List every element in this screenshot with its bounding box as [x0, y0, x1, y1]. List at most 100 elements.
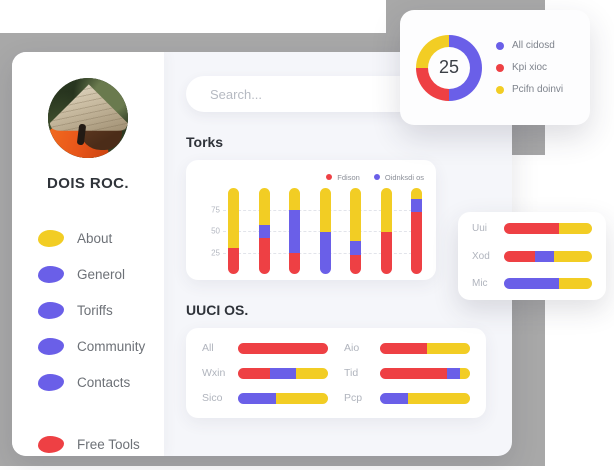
sidebar-item-free-tools[interactable]: Free Tools	[38, 426, 164, 456]
pill-segment-red	[504, 223, 560, 234]
bar-chart-plot: 25 50 75	[198, 188, 424, 274]
sidebar-item-label: Generol	[77, 266, 126, 282]
pill-bar	[504, 223, 592, 234]
legend-item-all-cidosd: All cidosd	[496, 40, 563, 51]
legend-label: Pcifn doinvi	[512, 84, 564, 95]
bar-segment-red	[289, 252, 300, 274]
legend-dot-icon	[496, 41, 504, 50]
legend-label: Fdison	[337, 172, 360, 182]
bar[interactable]	[319, 188, 331, 274]
sidebar-item-label: Toriffs	[77, 302, 113, 318]
sidebar-item-label: Free Tools	[77, 436, 140, 452]
pill-segment-yellow	[559, 278, 592, 289]
sidebar-item-about[interactable]: About	[38, 220, 164, 256]
sidebar-item-toriffs[interactable]: Toriffs	[38, 292, 164, 328]
bar[interactable]	[411, 188, 422, 274]
sidebar-item-community[interactable]: Community	[38, 328, 164, 364]
pill-bar	[504, 250, 592, 262]
donut-chart: 25	[416, 34, 482, 101]
blob-icon	[38, 337, 64, 355]
pill-bar	[238, 367, 328, 379]
sidebar-item-label: Contacts	[77, 374, 131, 390]
y-axis-tick-label: 50	[211, 226, 220, 236]
bar-segment-yellow	[350, 188, 361, 242]
pill-row[interactable]: Mic	[472, 278, 592, 289]
pill-segment-purple	[504, 278, 560, 289]
sidebar: DOIS ROC. About Generol Toriffs Communit…	[12, 52, 164, 456]
bar-segment-yellow	[380, 188, 392, 232]
pill-row[interactable]: Uui	[472, 223, 592, 234]
pill-row[interactable]: Wxin	[202, 367, 328, 379]
bar[interactable]	[380, 188, 392, 274]
torks-bar-chart-card: Fdison Oidnksdi os 25 50 75	[186, 160, 436, 280]
legend-dot-icon	[326, 174, 333, 180]
pill-segment-yellow	[407, 392, 470, 404]
pill-segment-red	[238, 342, 328, 354]
avatar	[48, 78, 128, 158]
bar-segment-red	[411, 212, 422, 274]
blob-icon	[38, 265, 64, 283]
bar-segment-red	[350, 255, 361, 274]
legend-item-pcifn-doinvi: Pcifn doinvi	[496, 84, 563, 95]
pill-row-label: All	[202, 342, 214, 354]
blob-icon	[38, 301, 64, 319]
legend-dot-icon	[496, 85, 504, 94]
bar-segment-yellow	[411, 188, 422, 200]
pill-segment-yellow	[295, 367, 328, 379]
pill-row-label: Uui	[472, 223, 488, 234]
app-window: DOIS ROC. About Generol Toriffs Communit…	[12, 52, 512, 456]
donut-legend: All cidosd Kpi xioc Pcifn doinvi	[496, 40, 563, 95]
donut-center-value: 25	[438, 57, 460, 77]
pill-row[interactable]: Pcp	[344, 392, 470, 404]
pill-row-label: Xod	[472, 250, 490, 262]
bar-segment-red	[258, 237, 270, 274]
pill-segment-yellow	[460, 367, 470, 379]
legend-item-oidnksdi-os: Oidnksdi os	[373, 172, 424, 182]
pill-bar	[380, 342, 470, 354]
blob-icon	[38, 435, 64, 453]
pill-row[interactable]: Xod	[472, 250, 592, 262]
sidebar-item-label: About	[77, 230, 113, 246]
bar-segment-red	[228, 248, 239, 274]
legend-item-fdison: Fdison	[326, 173, 360, 182]
backdrop-white-bottom	[0, 466, 614, 470]
pill-row[interactable]: Sico	[202, 392, 328, 404]
blob-icon	[38, 229, 64, 247]
donut-hole: 25	[428, 46, 470, 89]
bar-segment-purple	[350, 241, 361, 256]
pill-row-label: Pcp	[344, 392, 363, 404]
bar[interactable]	[228, 188, 239, 274]
pill-bar	[238, 342, 328, 354]
bar[interactable]	[289, 188, 300, 274]
legend-label: Oidnksdi os	[384, 172, 424, 182]
bar[interactable]	[350, 188, 361, 274]
legend-dot-icon	[373, 174, 380, 180]
pill-segment-yellow	[554, 250, 592, 262]
pill-row-label: Tid	[344, 367, 359, 379]
pill-bar	[504, 278, 592, 289]
sidebar-item-label: Community	[77, 338, 146, 354]
bar-group	[228, 188, 422, 274]
section-title-torks: Torks	[186, 134, 224, 150]
bar[interactable]	[258, 188, 270, 274]
pill-segment-red	[238, 367, 271, 379]
pill-segment-yellow	[275, 392, 328, 404]
blob-icon	[38, 373, 64, 391]
pill-row[interactable]: Tid	[344, 367, 470, 379]
profile-name: DOIS ROC.	[47, 175, 129, 192]
legend-item-kpi-xioc: Kpi xioc	[496, 62, 563, 73]
sidebar-item-contacts[interactable]: Contacts	[38, 364, 164, 400]
pill-bar	[380, 367, 470, 379]
pill-row[interactable]: Aio	[344, 342, 470, 354]
pill-row-label: Mic	[472, 278, 488, 289]
bar-segment-purple	[289, 209, 300, 253]
pill-row[interactable]: All	[202, 342, 328, 354]
bar-segment-yellow	[228, 188, 239, 249]
bar-segment-red	[380, 231, 392, 274]
sidebar-item-generol[interactable]: Generol	[38, 256, 164, 292]
pill-segment-red	[380, 367, 447, 379]
bar-segment-purple	[411, 199, 422, 213]
pill-row-label: Aio	[344, 342, 360, 354]
section-title-uuci-os: UUCI OS.	[186, 302, 249, 318]
content-area: Torks Fdison Oidnksdi os 25 50 75 UUCI OS.…	[164, 52, 512, 456]
